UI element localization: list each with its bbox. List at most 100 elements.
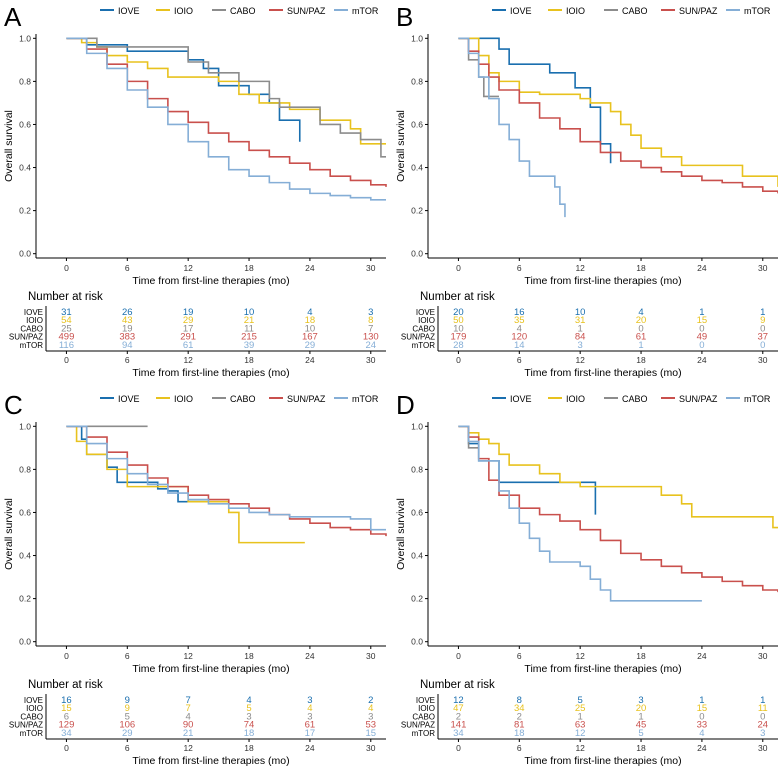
km-curve-mtor (458, 37, 566, 218)
risk-table-title: Number at risk (420, 679, 495, 691)
km-curve-mtor (66, 37, 386, 201)
x-tick-label: 12 (575, 263, 585, 273)
risk-value: 3 (246, 711, 251, 722)
risk-x-tick-label: 30 (758, 743, 768, 753)
risk-value: 31 (575, 315, 586, 326)
risk-row-name: IOIO (26, 704, 43, 713)
x-tick-label: 18 (244, 651, 254, 661)
y-tick-label: 0.0 (19, 637, 31, 647)
x-tick-label: 6 (517, 263, 522, 273)
risk-row-name: mTOR (20, 729, 44, 738)
legend-label: IOIO (566, 394, 585, 404)
y-tick-label: 0.6 (411, 119, 423, 129)
y-axis-label: Overall survival (395, 110, 407, 182)
panel-d: D IOVE IOIO CABO SUN/PAZ mTOR0.00.20.40.60.81… (395, 390, 778, 767)
risk-value: 34 (514, 703, 525, 714)
y-tick-label: 0.4 (411, 551, 423, 561)
y-tick-label: 0.2 (19, 206, 31, 216)
km-curve-ioio (66, 37, 386, 145)
risk-value: 61 (305, 720, 316, 731)
risk-value: 4 (246, 695, 251, 706)
panel-b: B IOVE IOIO CABO SUN/PAZ mTOR0.00.20.40.60.81… (395, 2, 778, 379)
x-axis-label: Time from first-line therapies (mo) (524, 275, 681, 287)
risk-value: 31 (61, 307, 72, 318)
risk-value: 24 (365, 340, 376, 351)
risk-value: 0 (699, 323, 704, 334)
y-tick-label: 1.0 (19, 421, 31, 431)
risk-value: 116 (59, 340, 74, 351)
km-curve-iove (66, 425, 209, 503)
risk-x-tick-label: 6 (517, 355, 522, 365)
risk-value: 120 (511, 332, 527, 343)
y-axis-label: Overall survival (3, 110, 15, 182)
risk-value: 0 (638, 323, 643, 334)
risk-value: 20 (453, 307, 464, 318)
y-tick-label: 0.4 (411, 163, 423, 173)
x-axis-label: Time from first-line therapies (mo) (132, 275, 289, 287)
risk-row-name: IOIO (26, 316, 43, 325)
y-tick-label: 0.2 (19, 594, 31, 604)
risk-value: 6 (64, 711, 69, 722)
risk-x-tick-label: 24 (697, 355, 707, 365)
y-tick-label: 0.2 (411, 594, 423, 604)
x-tick-label: 12 (183, 651, 193, 661)
risk-value: 18 (514, 728, 525, 739)
risk-table-title: Number at risk (28, 679, 103, 691)
x-tick-label: 0 (64, 651, 69, 661)
risk-row-name: mTOR (412, 729, 436, 738)
legend-label: SUN/PAZ (287, 6, 326, 16)
risk-value: 90 (183, 720, 194, 731)
risk-row-name: IOIO (418, 316, 435, 325)
x-tick-label: 6 (125, 651, 130, 661)
risk-value: 8 (517, 695, 522, 706)
legend-label: IOVE (510, 6, 532, 16)
legend-label: CABO (230, 6, 256, 16)
risk-x-tick-label: 24 (305, 743, 315, 753)
risk-value: 0 (760, 340, 765, 351)
risk-value: 7 (186, 695, 191, 706)
risk-value: 1 (699, 307, 704, 318)
risk-value: 19 (183, 307, 194, 318)
x-tick-label: 18 (636, 651, 646, 661)
panel-label: A (4, 2, 22, 32)
risk-value: 29 (305, 340, 316, 351)
risk-value: 15 (365, 728, 376, 739)
x-axis-label: Time from first-line therapies (mo) (132, 663, 289, 675)
risk-value: 10 (244, 307, 255, 318)
km-curve-sunpaz (458, 37, 778, 194)
risk-value: 0 (760, 323, 765, 334)
risk-value: 383 (119, 332, 135, 343)
x-axis-label: Time from first-line therapies (mo) (524, 663, 681, 675)
risk-x-tick-label: 30 (366, 743, 376, 753)
risk-value: 3 (307, 695, 312, 706)
risk-value: 5 (125, 711, 130, 722)
risk-value: 7 (186, 703, 191, 714)
risk-row-name: SUN/PAZ (9, 721, 43, 730)
risk-value: 84 (575, 332, 586, 343)
risk-value: 1 (578, 323, 583, 334)
risk-x-tick-label: 18 (636, 355, 646, 365)
x-tick-label: 24 (697, 263, 707, 273)
risk-row-name: CABO (412, 712, 435, 721)
risk-row-name: SUN/PAZ (401, 333, 435, 342)
risk-x-tick-label: 12 (183, 743, 193, 753)
legend-label: mTOR (352, 6, 379, 16)
x-tick-label: 6 (125, 263, 130, 273)
risk-value: 15 (697, 703, 708, 714)
risk-value: 39 (244, 340, 255, 351)
km-curve-sunpaz (458, 425, 778, 593)
y-tick-label: 0.8 (411, 464, 423, 474)
km-curve-sunpaz (66, 425, 387, 537)
risk-value: 4 (307, 307, 312, 318)
x-tick-label: 30 (758, 651, 768, 661)
km-curve-ioio (458, 425, 778, 529)
risk-value: 12 (575, 728, 586, 739)
risk-value: 2 (517, 711, 522, 722)
y-tick-label: 0.0 (19, 249, 31, 259)
risk-x-tick-label: 6 (125, 743, 130, 753)
x-tick-label: 12 (575, 651, 585, 661)
risk-value: 5 (578, 695, 583, 706)
x-tick-label: 12 (183, 263, 193, 273)
risk-table-title: Number at risk (420, 291, 495, 303)
risk-row-name: IOVE (416, 308, 435, 317)
